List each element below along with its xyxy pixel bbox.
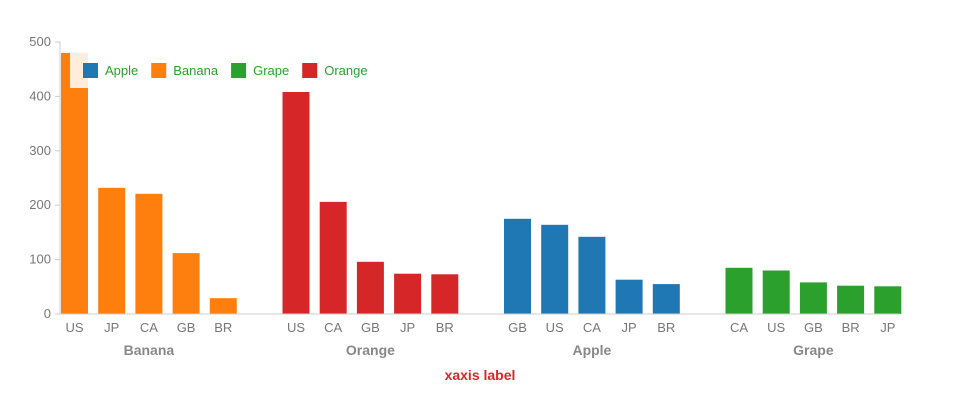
x-axis-title: xaxis label xyxy=(445,367,516,383)
legend-swatch xyxy=(83,63,98,78)
legend-item-apple[interactable]: Apple xyxy=(83,63,138,78)
group-label: Orange xyxy=(346,342,395,358)
legend-label: Orange xyxy=(324,63,367,78)
legend-swatch xyxy=(151,63,167,78)
bars-layer xyxy=(61,52,902,315)
x-tick-label: BR xyxy=(214,320,232,335)
legend-item-banana[interactable]: Banana xyxy=(151,63,219,78)
x-tick-label: CA xyxy=(140,320,158,335)
y-tick-label: 0 xyxy=(44,306,51,321)
bar-banana-gb[interactable] xyxy=(172,253,200,314)
legend-item-orange[interactable]: Orange xyxy=(302,63,368,78)
bar-orange-jp[interactable] xyxy=(394,273,422,314)
bar-grape-us[interactable] xyxy=(762,270,790,315)
bar-banana-jp[interactable] xyxy=(98,187,126,314)
bar-grape-gb[interactable] xyxy=(799,282,827,314)
group-banana xyxy=(61,52,237,315)
x-tick-label: GB xyxy=(177,320,196,335)
bar-banana-ca[interactable] xyxy=(135,193,163,314)
y-tick-label: 100 xyxy=(29,252,51,267)
bar-orange-us[interactable] xyxy=(282,92,310,314)
y-tick-label: 300 xyxy=(29,143,51,158)
bar-grape-jp[interactable] xyxy=(874,286,902,314)
x-axis: US JP CA GB BR Banana US CA GB JP BR Orange GB US CA JP… xyxy=(60,313,900,358)
x-tick-label: US xyxy=(767,320,785,335)
bar-banana-br[interactable] xyxy=(209,298,237,314)
x-tick-label: CA xyxy=(583,320,601,335)
bar-apple-gb[interactable] xyxy=(504,218,531,314)
y-tick-label: 400 xyxy=(29,88,51,103)
legend-swatch xyxy=(231,63,247,78)
x-tick-label: GB xyxy=(361,320,380,335)
group-label: Banana xyxy=(124,342,175,358)
x-tick-label: JP xyxy=(622,320,637,335)
group-label: Grape xyxy=(793,342,834,358)
bar-apple-br[interactable] xyxy=(652,284,680,314)
bar-banana-us[interactable] xyxy=(61,52,88,315)
legend-label: Grape xyxy=(253,63,289,78)
x-tick-label: CA xyxy=(324,320,342,335)
legend-item-grape[interactable]: Grape xyxy=(231,63,289,78)
x-tick-label: BR xyxy=(842,320,860,335)
legend-label: Apple xyxy=(105,63,138,78)
x-tick-label: JP xyxy=(104,320,119,335)
bar-orange-ca[interactable] xyxy=(319,201,347,314)
bar-grape-ca[interactable] xyxy=(725,267,753,314)
x-tick-label: JP xyxy=(400,320,415,335)
x-tick-label: GB xyxy=(804,320,823,335)
x-tick-label: BR xyxy=(436,320,454,335)
x-tick-label: GB xyxy=(508,320,527,335)
y-axis: 0 100 200 300 400 500 xyxy=(29,34,61,321)
x-tick-label: US xyxy=(287,320,305,335)
y-tick-label: 200 xyxy=(29,197,51,212)
group-orange xyxy=(282,92,459,314)
bar-orange-gb[interactable] xyxy=(356,261,384,314)
x-tick-label: BR xyxy=(657,320,675,335)
group-grape xyxy=(725,267,902,315)
legend-swatch xyxy=(302,63,318,78)
group-label: Apple xyxy=(572,342,611,358)
group-apple xyxy=(504,218,680,314)
x-tick-label: JP xyxy=(880,320,895,335)
bar-orange-br[interactable] xyxy=(431,274,459,314)
x-tick-label: CA xyxy=(730,320,748,335)
bar-apple-ca[interactable] xyxy=(578,236,606,314)
x-tick-label: US xyxy=(65,320,83,335)
bar-apple-us[interactable] xyxy=(541,224,569,314)
legend-label: Banana xyxy=(173,63,219,78)
bar-apple-jp[interactable] xyxy=(615,279,643,314)
legend[interactable]: Apple Banana Grape Orange xyxy=(70,52,368,88)
x-tick-label: US xyxy=(546,320,564,335)
y-tick-label: 500 xyxy=(29,34,51,49)
bar-grape-br[interactable] xyxy=(837,285,865,314)
